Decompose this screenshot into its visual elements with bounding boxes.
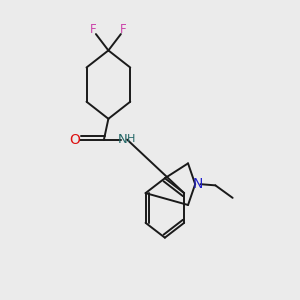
- Text: F: F: [120, 23, 127, 36]
- Text: N: N: [192, 177, 203, 191]
- Text: F: F: [90, 23, 97, 36]
- Text: H: H: [127, 134, 136, 144]
- Text: N: N: [118, 133, 127, 146]
- Text: O: O: [69, 133, 80, 147]
